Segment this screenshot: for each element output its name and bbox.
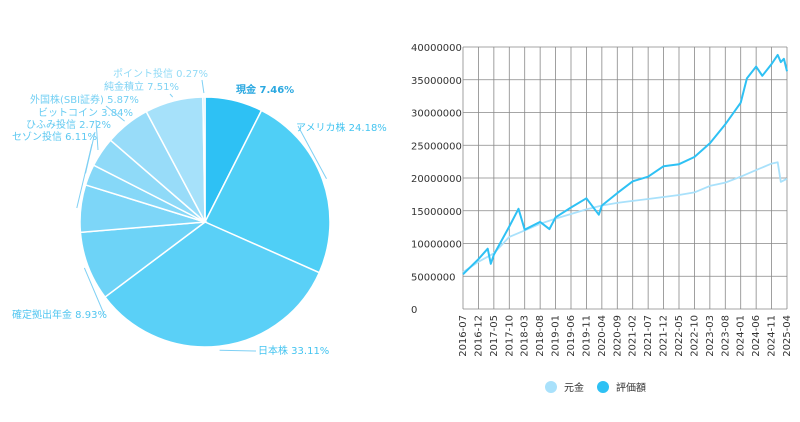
x-tick-label: 2017-05 xyxy=(489,315,500,357)
x-tick-label: 2023-08 xyxy=(720,315,731,357)
pie-leader-line xyxy=(95,119,99,151)
x-tick-label: 2020-09 xyxy=(612,315,623,357)
y-tick-label: 5000000 xyxy=(411,272,456,283)
x-tick-label: 2021-12 xyxy=(659,315,670,357)
pie-slice[interactable] xyxy=(202,96,206,223)
x-tick-label: 2025-04 xyxy=(782,315,793,357)
y-tick-label: 40000000 xyxy=(411,43,462,54)
pie-leader-line xyxy=(297,125,327,179)
y-tick-label: 20000000 xyxy=(411,174,462,185)
y-tick-label: 0 xyxy=(411,305,417,316)
pie-slice-label: アメリカ株 24.18% xyxy=(296,121,387,134)
y-tick-label: 10000000 xyxy=(411,240,462,251)
x-tick-label: 2024-01 xyxy=(736,315,747,357)
x-tick-label: 2021-02 xyxy=(628,315,639,357)
pie-slice-label: ひふみ投信 2.72% xyxy=(26,118,111,131)
x-tick-label: 2019-06 xyxy=(566,315,577,357)
pie-slice-label: セゾン投信 6.11% xyxy=(12,130,97,143)
x-tick-label: 2016-12 xyxy=(473,315,484,357)
pie-leader-line xyxy=(169,93,174,98)
line-chart: 0 5000000 10000000 15000000 20000000 25000000… xyxy=(411,43,793,357)
x-tick-label: 2024-11 xyxy=(767,315,778,357)
x-tick-label: 2020-04 xyxy=(597,315,608,357)
pie-leader-line xyxy=(83,267,105,315)
x-tick-label: 2018-03 xyxy=(520,315,531,357)
pie-slice-label: 純金積立 7.51% xyxy=(104,80,179,93)
legend-label-valuation[interactable]: 評価額 xyxy=(616,381,646,394)
y-tick-label: 35000000 xyxy=(411,76,462,87)
series-line-valuation[interactable] xyxy=(462,53,788,276)
x-tick-label: 2019-11 xyxy=(581,315,592,357)
x-tick-label: 2019-01 xyxy=(551,315,562,357)
legend-label-principal[interactable]: 元金 xyxy=(564,381,584,394)
line-chart-legend: 元金 評価額 xyxy=(545,381,646,394)
series-line-principal[interactable] xyxy=(462,161,788,274)
pie-slice[interactable] xyxy=(203,109,331,274)
pie-chart: 現金 7.46% アメリカ株 24.18% 日本株 33.11% 確定拠出年金 8.9… xyxy=(12,67,387,357)
x-tick-label: 2024-06 xyxy=(751,315,762,357)
pie-slice-label: ポイント投信 0.27% xyxy=(113,67,208,80)
pie-slice-label: 日本株 33.11% xyxy=(258,344,329,357)
x-tick-label: 2022-10 xyxy=(689,315,700,357)
y-tick-label: 15000000 xyxy=(411,207,462,218)
x-tick-label: 2021-07 xyxy=(643,315,654,357)
legend-swatch-principal[interactable] xyxy=(545,381,557,393)
x-tick-label: 2022-05 xyxy=(674,315,685,357)
pie-leader-line xyxy=(201,79,205,94)
pie-slice-label: ビットコイン 3.84% xyxy=(38,107,133,119)
pie-slice[interactable] xyxy=(103,221,321,348)
pie-slice-label: 現金 7.46% xyxy=(236,83,294,96)
x-tick-label: 2016-07 xyxy=(458,315,469,357)
y-tick-label: 30000000 xyxy=(411,109,462,120)
pie-slice-label: 確定拠出年金 8.93% xyxy=(12,308,107,321)
x-tick-label: 2017-10 xyxy=(504,315,515,357)
pie-leader-line xyxy=(85,131,96,174)
pie-leader-line xyxy=(219,349,257,352)
x-tick-label: 2023-03 xyxy=(705,315,716,357)
y-tick-label: 25000000 xyxy=(411,141,462,152)
pie-leader-line xyxy=(105,105,125,122)
legend-swatch-valuation[interactable] xyxy=(597,381,609,393)
x-tick-label: 2018-08 xyxy=(535,315,546,357)
pie-slice-label: 外国株(SBI証券) 5.87% xyxy=(30,93,139,106)
